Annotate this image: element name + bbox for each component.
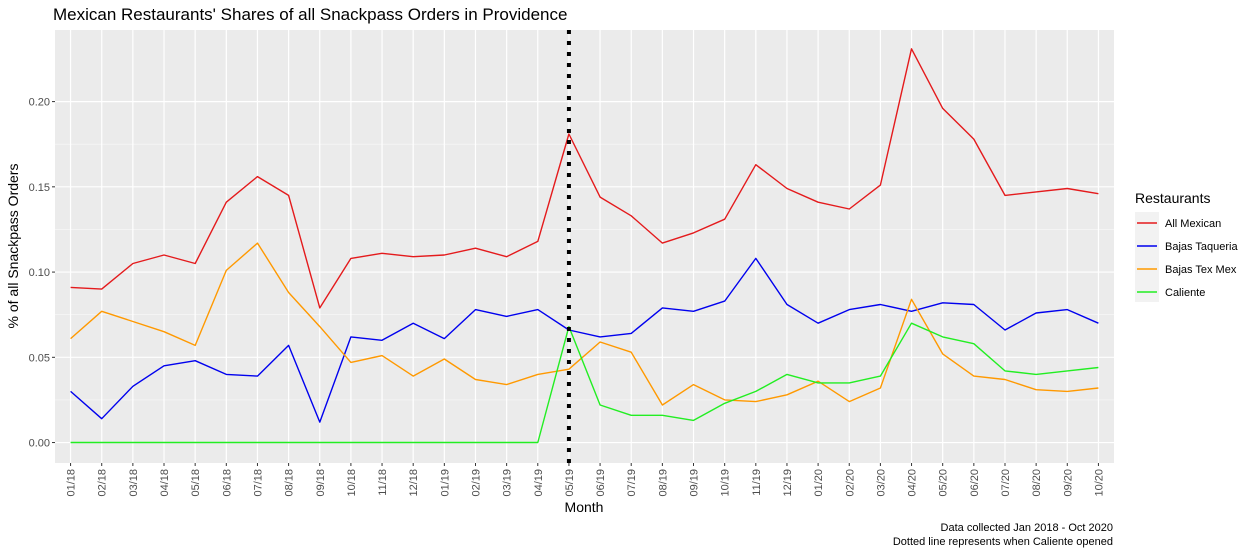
x-tick-label: 02/19 <box>470 469 482 497</box>
x-tick-label: 08/19 <box>657 469 669 497</box>
x-axis-title: Month <box>565 499 604 515</box>
x-tick-label: 01/20 <box>813 469 825 497</box>
y-axis: 0.00 0.05 0.10 0.15 0.20 <box>29 97 55 450</box>
plot-panel <box>55 30 1114 463</box>
chart-title: Mexican Restaurants' Shares of all Snack… <box>53 5 567 24</box>
x-tick-label: 04/20 <box>907 469 919 497</box>
y-tick-label: 0.20 <box>29 97 50 109</box>
x-tick-label: 09/19 <box>689 469 701 497</box>
x-tick-label: 12/18 <box>408 469 420 497</box>
x-tick-label: 04/18 <box>159 469 171 497</box>
y-tick-label: 0.15 <box>29 182 50 194</box>
series-line <box>70 242 1099 406</box>
legend: Restaurants All Mexican Bajas Taqueria Baj… <box>1135 190 1238 302</box>
x-tick-label: 05/20 <box>938 469 950 497</box>
x-tick-label: 01/18 <box>66 469 78 497</box>
x-tick-label: 06/18 <box>221 469 233 497</box>
series-lines <box>70 48 1099 444</box>
x-tick-label: 07/20 <box>1000 469 1012 497</box>
series-line <box>70 48 1099 309</box>
x-axis: 01/18 02/18 03/18 04/18 05/18 06/18 07/18 08/18… <box>66 463 1105 497</box>
caption-line-1: Data collected Jan 2018 - Oct 2020 <box>941 522 1113 534</box>
x-tick-label: 05/19 <box>564 469 576 497</box>
x-tick-label: 01/19 <box>439 469 451 497</box>
x-tick-label: 08/20 <box>1031 469 1043 497</box>
x-tick-label: 02/20 <box>844 469 856 497</box>
y-axis-title: % of all Snackpass Orders <box>5 164 21 329</box>
legend-label: All Mexican <box>1165 218 1221 230</box>
x-tick-label: 09/18 <box>315 469 327 497</box>
x-tick-label: 02/18 <box>97 469 109 497</box>
grid-minor <box>55 143 1114 401</box>
x-tick-label: 03/18 <box>128 469 140 497</box>
x-tick-label: 10/18 <box>346 469 358 497</box>
caption-line-2: Dotted line represents when Caliente ope… <box>893 536 1113 548</box>
x-tick-label: 07/19 <box>626 469 638 497</box>
x-tick-label: 07/18 <box>252 469 264 497</box>
x-tick-label: 08/18 <box>284 469 296 497</box>
series-line <box>70 257 1099 423</box>
legend-key-bg <box>1135 212 1159 302</box>
x-tick-label: 10/19 <box>720 469 732 497</box>
legend-label: Bajas Tex Mex <box>1165 264 1237 276</box>
legend-label: Caliente <box>1165 287 1205 299</box>
series-line <box>70 322 1099 444</box>
y-tick-label: 0.10 <box>29 267 50 279</box>
grid-major <box>55 30 1114 463</box>
y-tick-label: 0.00 <box>29 438 50 450</box>
x-tick-label: 12/19 <box>782 469 794 497</box>
legend-title: Restaurants <box>1135 190 1210 206</box>
x-tick-label: 03/20 <box>875 469 887 497</box>
x-tick-label: 06/20 <box>969 469 981 497</box>
x-tick-label: 04/19 <box>533 469 545 497</box>
x-tick-label: 03/19 <box>502 469 514 497</box>
legend-label: Bajas Taqueria <box>1165 241 1238 253</box>
x-tick-label: 11/18 <box>377 469 389 496</box>
x-tick-label: 05/18 <box>190 469 202 497</box>
x-tick-label: 10/20 <box>1093 469 1105 497</box>
y-tick-label: 0.05 <box>29 352 50 364</box>
x-tick-label: 09/20 <box>1062 469 1074 497</box>
x-tick-label: 06/19 <box>595 469 607 497</box>
x-tick-label: 11/19 <box>751 469 763 496</box>
